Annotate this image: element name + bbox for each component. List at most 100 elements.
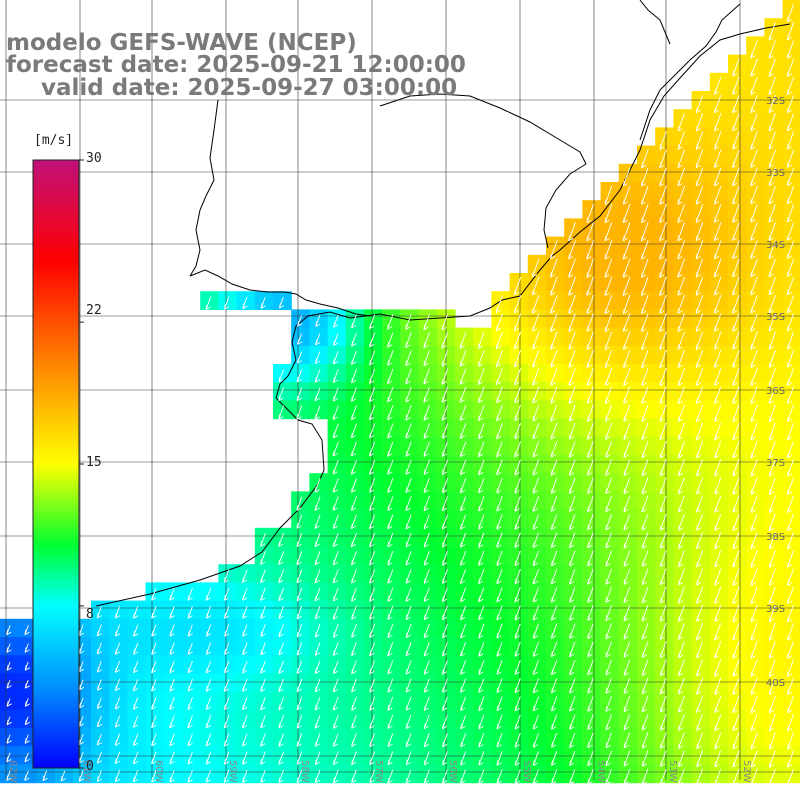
wind-arrow xyxy=(622,331,631,350)
wind-arrow xyxy=(24,698,31,707)
wind-arrow xyxy=(96,697,103,709)
wind-arrow xyxy=(750,422,758,441)
wind-arrow xyxy=(714,641,722,659)
longitude-label: 54W xyxy=(595,760,606,783)
wind-arrow xyxy=(387,386,394,403)
wind-arrow xyxy=(332,569,339,584)
wind-arrow xyxy=(586,386,594,404)
wind-arrow xyxy=(677,441,685,459)
wind-arrow xyxy=(169,642,175,655)
wind-arrow xyxy=(387,660,394,675)
wind-arrow xyxy=(568,368,576,386)
wind-arrow xyxy=(332,514,339,529)
wind-arrow xyxy=(714,695,722,713)
wind-arrow xyxy=(623,422,631,440)
wind-arrow xyxy=(387,587,394,602)
wind-arrow xyxy=(532,514,540,530)
wind-arrow xyxy=(351,605,357,620)
wind-arrow xyxy=(205,696,212,710)
wind-cell xyxy=(782,327,800,347)
wind-arrow xyxy=(659,623,667,640)
wind-arrow xyxy=(460,605,467,621)
wind-arrow xyxy=(623,586,631,603)
wind-arrow xyxy=(314,532,321,548)
wind-arrow xyxy=(351,551,357,566)
wind-arrow xyxy=(641,641,649,658)
wind-arrow xyxy=(532,496,540,512)
wind-arrow xyxy=(387,550,394,566)
wind-arrow xyxy=(350,459,357,475)
wind-arrow xyxy=(314,551,321,566)
wind-arrow xyxy=(369,696,376,711)
wind-arrow xyxy=(550,258,558,278)
wind-arrow xyxy=(514,532,521,548)
wind-arrow xyxy=(114,679,121,692)
wind-arrow xyxy=(732,568,740,586)
wind-arrow xyxy=(441,350,449,367)
wind-arrow xyxy=(332,696,339,711)
wind-arrow xyxy=(296,532,303,547)
wind-arrow xyxy=(786,40,795,59)
wind-arrow xyxy=(423,441,430,457)
wind-arrow xyxy=(696,404,704,422)
wind-arrow xyxy=(369,587,376,602)
wind-arrow xyxy=(732,185,740,205)
wind-arrow xyxy=(151,678,157,692)
wind-arrow xyxy=(242,642,248,655)
wind-arrow xyxy=(623,495,631,513)
wind-arrow xyxy=(677,222,686,242)
wind-arrow xyxy=(623,696,631,712)
wind-arrow xyxy=(768,477,776,495)
wind-arrow xyxy=(332,678,339,693)
wind-arrow xyxy=(423,532,430,548)
wind-arrow xyxy=(640,221,649,242)
wind-arrow xyxy=(587,678,594,694)
wind-arrow xyxy=(514,696,521,712)
wind-arrow xyxy=(714,349,722,368)
wind-arrow xyxy=(623,404,631,422)
wind-arrow xyxy=(641,623,649,640)
wind-arrow xyxy=(659,677,667,695)
wind-arrow xyxy=(659,459,667,477)
wind-arrow xyxy=(133,624,139,637)
wind-arrow xyxy=(6,680,12,689)
wind-arrow xyxy=(532,532,540,548)
wind-arrow xyxy=(513,276,522,296)
wind-arrow xyxy=(496,532,503,548)
wind-arrow xyxy=(260,532,266,547)
wind-arrows xyxy=(6,3,795,786)
wind-arrow xyxy=(732,513,740,531)
wind-arrow xyxy=(677,386,685,404)
wind-cell xyxy=(782,345,800,365)
wind-arrow xyxy=(677,167,686,187)
wind-arrow xyxy=(278,587,285,602)
wind-arrow xyxy=(678,695,685,713)
wind-arrow xyxy=(532,423,540,440)
wind-arrow xyxy=(659,331,667,350)
wind-arrow xyxy=(315,351,321,364)
wind-arrow xyxy=(750,149,758,168)
wind-arrow xyxy=(78,679,85,691)
wind-arrow xyxy=(496,386,503,404)
wind-arrow xyxy=(622,203,631,224)
wind-arrow xyxy=(514,404,521,422)
longitude-label: 56W xyxy=(447,760,458,783)
wind-arrow xyxy=(640,203,649,224)
wind-arrow xyxy=(351,332,357,347)
wind-arrow xyxy=(678,677,685,695)
wind-arrow xyxy=(332,423,339,439)
wind-arrow xyxy=(496,550,503,566)
wind-arrow xyxy=(550,313,558,332)
wind-arrow xyxy=(768,94,776,114)
wind-arrow xyxy=(750,586,758,604)
wind-arrow xyxy=(405,678,412,693)
wind-arrow xyxy=(623,532,631,549)
wind-arrow xyxy=(369,350,376,366)
wind-arrow xyxy=(768,677,776,695)
wind-arrow xyxy=(296,351,303,364)
wind-arrow xyxy=(768,204,776,223)
wind-arrow xyxy=(750,622,758,641)
wind-arrow xyxy=(278,678,284,692)
wind-arrow xyxy=(532,313,540,332)
